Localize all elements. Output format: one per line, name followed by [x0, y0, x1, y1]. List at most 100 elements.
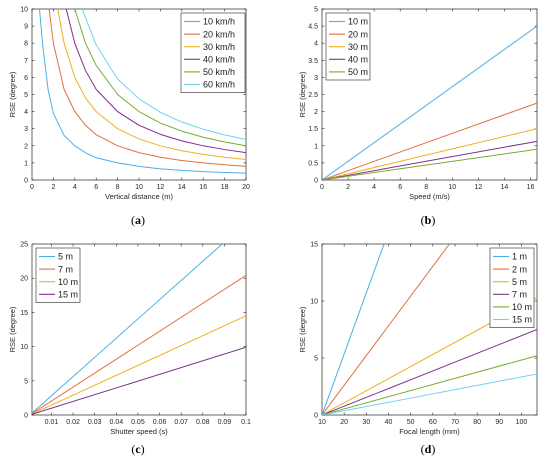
- series-line-1: [322, 244, 385, 415]
- legend: 10 m 20 m 30 m 40 m 50 m: [325, 12, 371, 81]
- x-tick-label: 8: [424, 184, 428, 191]
- y-tick-label: 9: [24, 24, 28, 31]
- x-tick-label: 90: [495, 419, 503, 426]
- legend-entry: 5 m: [58, 252, 73, 262]
- y-tick-label: 3: [314, 75, 318, 82]
- x-tick-label: 10: [318, 419, 326, 426]
- x-tick-label: 0.1: [241, 419, 251, 426]
- y-axis-label: RSE (degree): [298, 306, 307, 352]
- series-group: [38, 9, 246, 174]
- series-line-4: [32, 346, 246, 415]
- y-tick-label: 8: [24, 41, 28, 48]
- legend-entry: 30 m: [348, 42, 368, 52]
- y-tick-label: 1: [314, 143, 318, 150]
- y-tick-label: 2.5: [308, 92, 318, 99]
- series-line-2: [48, 9, 246, 167]
- y-tick-label: 0: [314, 413, 318, 420]
- series-group: [32, 244, 246, 415]
- x-tick-label: 0.04: [109, 419, 123, 426]
- x-tick-label: 6: [398, 184, 402, 191]
- legend-entry: 40 m: [348, 55, 368, 65]
- legend-entry: 40 km/h: [203, 55, 235, 65]
- x-tick-label: 0.08: [196, 419, 210, 426]
- y-tick-label: 5: [24, 378, 28, 385]
- x-tick-label: 4: [372, 184, 376, 191]
- legend-entry: 2 m: [512, 264, 527, 274]
- x-axis-label: Focal length (mm): [399, 427, 460, 436]
- x-tick-label: 0.05: [131, 419, 145, 426]
- legend-entry: 20 m: [348, 29, 368, 39]
- legend-entry: 10 km/h: [203, 17, 235, 27]
- y-tick-label: 3: [24, 126, 28, 133]
- y-tick-label: 3.5: [308, 58, 318, 65]
- series-line-4: [322, 140, 537, 180]
- x-tick-label: 0: [30, 184, 34, 191]
- y-tick-label: 15: [20, 310, 28, 317]
- legend-box: [489, 247, 535, 328]
- x-tick-label: 20: [340, 419, 348, 426]
- legend-entry: 7 m: [58, 264, 73, 274]
- x-tick-label: 16: [527, 184, 535, 191]
- legend-entry: 1 m: [512, 252, 527, 262]
- y-tick-label: 4: [24, 109, 28, 116]
- y-tick-label: 0: [24, 178, 28, 185]
- y-tick-label: 0.5: [308, 160, 318, 167]
- legend-entry: 15 m: [58, 290, 78, 300]
- y-tick-label: 5: [314, 356, 318, 363]
- legend-entry: 10 m: [512, 302, 532, 312]
- series-line-6: [322, 373, 537, 415]
- x-tick-label: 8: [116, 184, 120, 191]
- y-axis-label: RSE (degree): [8, 71, 17, 117]
- x-axis-label: Vertical distance (m): [105, 192, 173, 201]
- x-tick-label: 20: [242, 184, 250, 191]
- x-tick-label: 12: [474, 184, 482, 191]
- x-tick-label: 10: [448, 184, 456, 191]
- series-line-5: [322, 148, 537, 180]
- x-tick-label: 30: [362, 419, 370, 426]
- legend-box: [35, 247, 81, 303]
- y-tick-label: 7: [24, 58, 28, 65]
- y-tick-label: 1.5: [308, 126, 318, 133]
- legend-entry: 30 km/h: [203, 42, 235, 52]
- legend: 1 m 2 m 5 m 7 m 10 m 15 m: [489, 247, 535, 328]
- panel-caption: (a): [131, 213, 145, 227]
- x-tick-label: 100: [516, 419, 528, 426]
- x-tick-label: 12: [157, 184, 165, 191]
- y-tick-label: 0: [24, 413, 28, 420]
- legend: 10 km/h 20 km/h 30 km/h 40 km/h 50 km/h 60 km…: [180, 12, 246, 93]
- legend-entry: 60 km/h: [203, 80, 235, 90]
- y-tick-label: 2: [24, 143, 28, 150]
- x-tick-label: 0.01: [45, 419, 59, 426]
- x-tick-label: 14: [501, 184, 509, 191]
- x-tick-label: 18: [221, 184, 229, 191]
- y-tick-label: 4: [314, 41, 318, 48]
- panel-caption: (b): [421, 213, 436, 227]
- y-tick-label: 10: [310, 299, 318, 306]
- x-tick-label: 2: [51, 184, 55, 191]
- x-tick-label: 0.03: [88, 419, 102, 426]
- x-tick-label: 0.07: [174, 419, 188, 426]
- legend: 5 m 7 m 10 m 15 m: [35, 247, 81, 303]
- legend-entry: 50 m: [348, 67, 368, 77]
- series-line-1: [32, 244, 223, 414]
- x-tick-label: 16: [199, 184, 207, 191]
- series-line-1: [322, 25, 537, 180]
- series-line-5: [322, 355, 537, 415]
- chart-panel-2: 0 2 4 6 8 10 12 14 16 0 0.5 1 1.5 2 2.5 3 3.5 4 4.5 5 Speed …: [298, 7, 538, 227]
- legend-entry: 10 m: [348, 17, 368, 27]
- x-tick-label: 0: [320, 184, 324, 191]
- x-tick-label: 4: [73, 184, 77, 191]
- x-tick-label: 0.06: [153, 419, 167, 426]
- x-tick-label: 6: [94, 184, 98, 191]
- y-tick-label: 6: [24, 75, 28, 82]
- chart-panel-4: 10 20 30 40 50 60 70 80 90 100 0 5 10 15 Focal length …: [298, 242, 538, 456]
- legend-entry: 20 km/h: [203, 29, 235, 39]
- y-tick-label: 4.5: [308, 24, 318, 31]
- y-tick-label: 5: [24, 92, 28, 99]
- legend-box: [180, 12, 246, 93]
- y-axis-label: RSE (degree): [8, 306, 17, 352]
- x-tick-label: 0.09: [218, 419, 232, 426]
- x-tick-label: 40: [385, 419, 393, 426]
